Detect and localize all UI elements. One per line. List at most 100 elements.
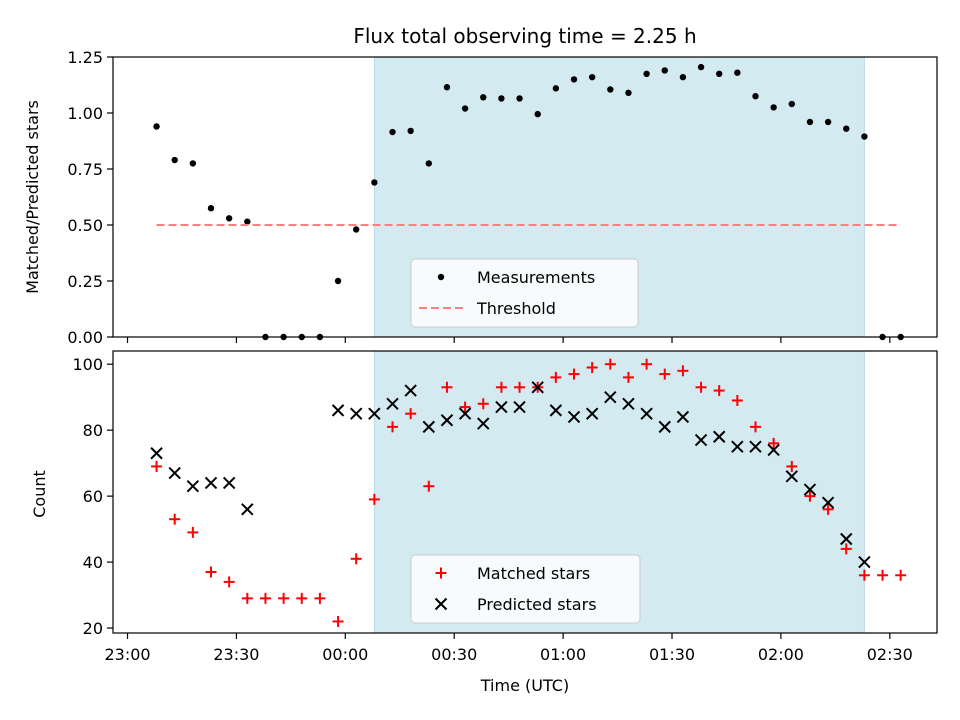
predicted-star-point [640,407,653,420]
top-panel: 0.00 0.25 0.50 0.75 1.00 1.25 Measurements Thre… [67,48,938,347]
x-tick-label: 23:30 [213,645,259,664]
x-b [549,404,563,417]
predicted-star-point [368,407,381,420]
predicted-star-point [731,440,744,453]
predicted-star-point [349,407,363,420]
y-tick-label: 0.50 [67,216,103,235]
x-b [150,447,163,460]
legend-dot-marker [437,273,445,281]
x-b [821,496,835,509]
measurement-point [788,100,796,108]
x-tick-label: 02:30 [867,645,913,664]
predicted-star-point [422,420,436,434]
predicted-star-point [531,381,544,394]
predicted-star-point [331,404,345,417]
x-b [458,407,472,420]
x-b [513,400,526,414]
x-b [222,476,236,490]
predicted-star-point [458,407,472,420]
predicted-star-point [513,400,526,414]
matched-star-point [750,421,762,433]
legend-box [410,258,639,328]
y-tick-label: 0.75 [67,160,103,179]
x-b [749,440,762,453]
matched-star-point [296,592,308,604]
measurement-point [588,73,596,81]
predicted-star-point [840,532,853,546]
legend-label: Measurements [477,268,595,287]
measurement-point [244,218,251,225]
legend-x-b [434,597,448,611]
matched-star-point [241,592,253,604]
predicted-star-point [477,417,490,430]
chart-title: Flux total observing time = 2.25 h [353,24,696,48]
measurement-point [389,128,396,136]
measurement-point [171,156,178,164]
predicted-star-point [658,420,671,434]
predicted-star-point [241,503,254,516]
predicted-star-point [150,447,163,460]
matched-star-point [622,371,634,383]
x-b [585,407,599,420]
x-tick-label: 00:30 [431,645,477,664]
measurement-point [225,215,233,222]
x-tick-label: 01:30 [649,645,695,664]
predicted-star-point [168,466,181,480]
y-tick-label: 80 [83,421,103,440]
predicted-star-point [803,483,817,496]
measurement-point [625,89,632,97]
measurement-point [371,179,378,186]
x-b [404,384,417,397]
top-y-axis-label: Matched/Predicted stars [23,100,42,294]
measurement-point [752,93,759,100]
matched-star-point [350,553,362,565]
predicted-star-point [567,410,581,424]
matched-star-point [387,421,399,433]
predicted-star-point [549,404,563,417]
x-b [567,410,581,424]
matched-star-point [151,460,163,472]
matched-star-point [332,615,344,627]
matched-star-point [768,437,780,449]
y-tick-label: 0.00 [67,328,103,347]
measurement-point [334,277,342,285]
matched-star-point [314,592,326,604]
predicted-star-point [404,384,417,397]
x-b [422,420,436,434]
measurement-point [516,95,523,102]
matched-star-point [477,398,489,410]
x-b [640,407,653,420]
x-b [495,400,508,414]
measurement-point [734,69,741,76]
measurement-point [552,85,560,92]
predicted-star-point [712,430,726,443]
matched-star-point [368,493,380,505]
measurement-point [443,84,451,91]
matched-star-point [169,513,181,525]
legend-label: Matched stars [477,564,590,583]
x-b [767,443,780,457]
legend-label: Threshold [476,299,556,318]
measurement-point [643,70,650,78]
measurement-point [480,94,487,101]
matched-star-point [259,592,271,604]
x-axis-label: Time (UTC) [480,676,569,695]
matched-star-point [278,592,290,604]
x-tick-label: 02:00 [758,645,804,664]
x-b [531,381,544,394]
predicted-star-point [694,433,708,447]
y-tick-label: 100 [72,355,103,374]
measurement-point [806,118,814,126]
x-b [676,410,690,424]
matched-star-point [858,569,870,581]
measurement-point [607,86,614,93]
matched-star-point [895,569,907,581]
predicted-star-point [440,414,454,427]
matched-star-point [677,365,689,377]
measurement-point [824,118,832,126]
measurement-point [661,67,668,74]
predicted-star-point [204,476,218,490]
x-b [803,483,817,496]
measurement-point [425,160,433,167]
x-b [477,417,490,430]
